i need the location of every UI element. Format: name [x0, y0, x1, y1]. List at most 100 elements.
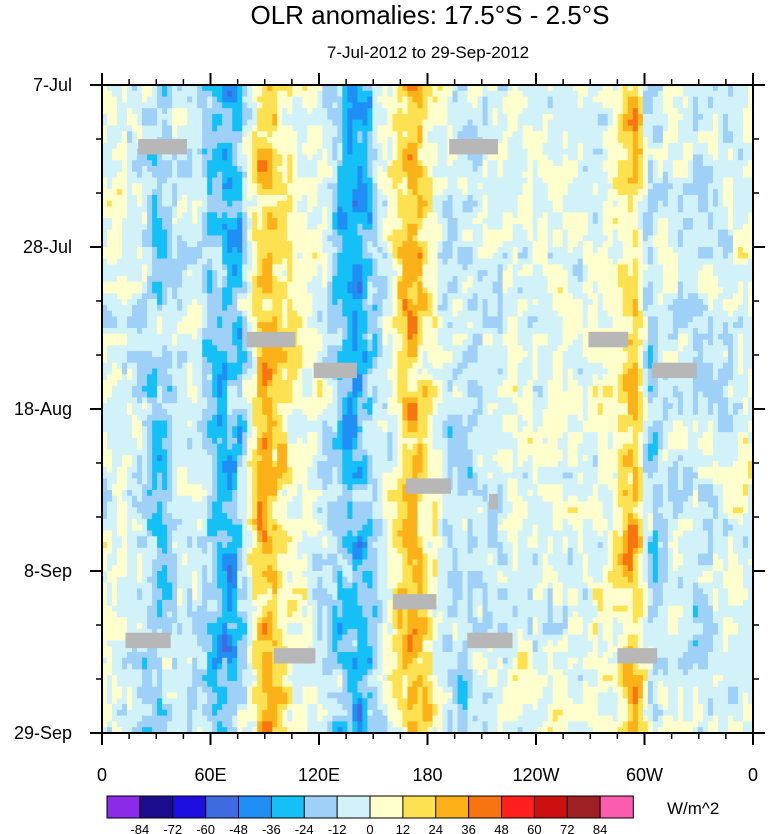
heatmap-cell — [127, 264, 133, 271]
heatmap-cell — [557, 108, 564, 115]
heatmap-cell — [692, 281, 699, 289]
heatmap-cell — [652, 270, 659, 277]
heatmap-cell — [397, 189, 404, 196]
heatmap-cell — [107, 252, 113, 260]
heatmap-cell — [572, 264, 579, 271]
heatmap-cell — [637, 102, 644, 109]
heatmap-cell — [112, 281, 118, 289]
heatmap-cell — [377, 299, 384, 306]
heatmap-cell — [677, 270, 684, 277]
heatmap-cell — [262, 264, 268, 271]
heatmap-cell — [237, 194, 243, 202]
heatmap-cell — [692, 293, 699, 300]
heatmap-cell — [367, 223, 374, 231]
heatmap-cell — [402, 258, 409, 265]
heatmap-cell — [322, 142, 328, 150]
heatmap-cell — [372, 194, 379, 202]
heatmap-cell — [497, 160, 504, 167]
heatmap-cell — [262, 194, 268, 202]
heatmap-cell — [167, 206, 173, 213]
heatmap-cell — [327, 252, 333, 260]
heatmap-cell — [692, 85, 699, 92]
heatmap-cell — [217, 218, 223, 225]
heatmap-cell — [562, 171, 569, 179]
heatmap-cell — [362, 189, 369, 196]
heatmap-cell — [402, 183, 409, 190]
heatmap-cell — [477, 206, 484, 213]
heatmap-cell — [122, 137, 128, 144]
heatmap-cell — [482, 200, 489, 208]
heatmap-cell — [317, 189, 323, 196]
heatmap-cell — [247, 85, 253, 92]
heatmap-cell — [722, 119, 729, 127]
heatmap-cell — [712, 113, 719, 121]
heatmap-cell — [427, 247, 434, 254]
heatmap-cell — [687, 241, 694, 248]
heatmap-cell — [387, 247, 394, 254]
heatmap-cell — [152, 287, 158, 294]
heatmap-cell — [452, 183, 459, 190]
heatmap-cell — [487, 252, 494, 260]
heatmap-cell — [607, 270, 614, 277]
heatmap-cell — [212, 235, 218, 242]
heatmap-cell — [497, 264, 504, 271]
heatmap-cell — [587, 223, 594, 231]
heatmap-cell — [117, 108, 123, 115]
heatmap-cell — [247, 229, 253, 237]
heatmap-cell — [627, 90, 634, 98]
heatmap-cell — [732, 96, 739, 103]
heatmap-cell — [372, 137, 379, 144]
heatmap-cell — [707, 171, 714, 179]
heatmap-cell — [612, 235, 619, 242]
heatmap-cell — [192, 177, 198, 184]
heatmap-cell — [682, 281, 689, 289]
heatmap-cell — [492, 200, 499, 208]
heatmap-cell — [167, 119, 173, 127]
heatmap-cell — [187, 252, 193, 260]
heatmap-cell — [717, 85, 724, 92]
heatmap-cell — [362, 142, 369, 150]
heatmap-cell — [292, 194, 298, 202]
heatmap-cell — [537, 148, 544, 156]
heatmap-cell — [367, 206, 374, 213]
heatmap-cell — [632, 108, 639, 115]
heatmap-cell — [527, 119, 534, 127]
heatmap-cell — [307, 304, 313, 312]
heatmap-cell — [507, 177, 514, 184]
heatmap-cell — [332, 218, 338, 225]
heatmap-cell — [337, 154, 343, 161]
heatmap-cell — [712, 119, 719, 127]
heatmap-cell — [587, 299, 594, 306]
heatmap-cell — [387, 218, 394, 225]
heatmap-cell — [257, 90, 263, 98]
heatmap-cell — [207, 119, 213, 127]
heatmap-cell — [657, 194, 664, 202]
heatmap-cell — [132, 212, 138, 219]
heatmap-cell — [122, 293, 128, 300]
heatmap-cell — [432, 287, 439, 294]
heatmap-cell — [552, 148, 559, 156]
heatmap-cell — [187, 183, 193, 190]
heatmap-cell — [232, 160, 238, 167]
heatmap-cell — [522, 90, 529, 98]
heatmap-cell — [107, 281, 113, 289]
heatmap-cell — [732, 142, 739, 150]
heatmap-cell — [732, 252, 739, 260]
heatmap-cell — [332, 177, 338, 184]
heatmap-cell — [532, 119, 539, 127]
heatmap-cell — [687, 229, 694, 237]
heatmap-cell — [637, 119, 644, 127]
heatmap-cell — [217, 258, 223, 265]
heatmap-cell — [397, 241, 404, 248]
heatmap-cell — [732, 235, 739, 242]
heatmap-cell — [147, 177, 153, 184]
heatmap-cell — [297, 85, 303, 92]
heatmap-cell — [297, 108, 303, 115]
heatmap-cell — [212, 113, 218, 121]
heatmap-cell — [107, 212, 113, 219]
heatmap-cell — [392, 264, 399, 271]
heatmap-cell — [722, 102, 729, 109]
heatmap-cell — [347, 299, 353, 306]
heatmap-cell — [467, 281, 474, 289]
heatmap-cell — [707, 119, 714, 127]
